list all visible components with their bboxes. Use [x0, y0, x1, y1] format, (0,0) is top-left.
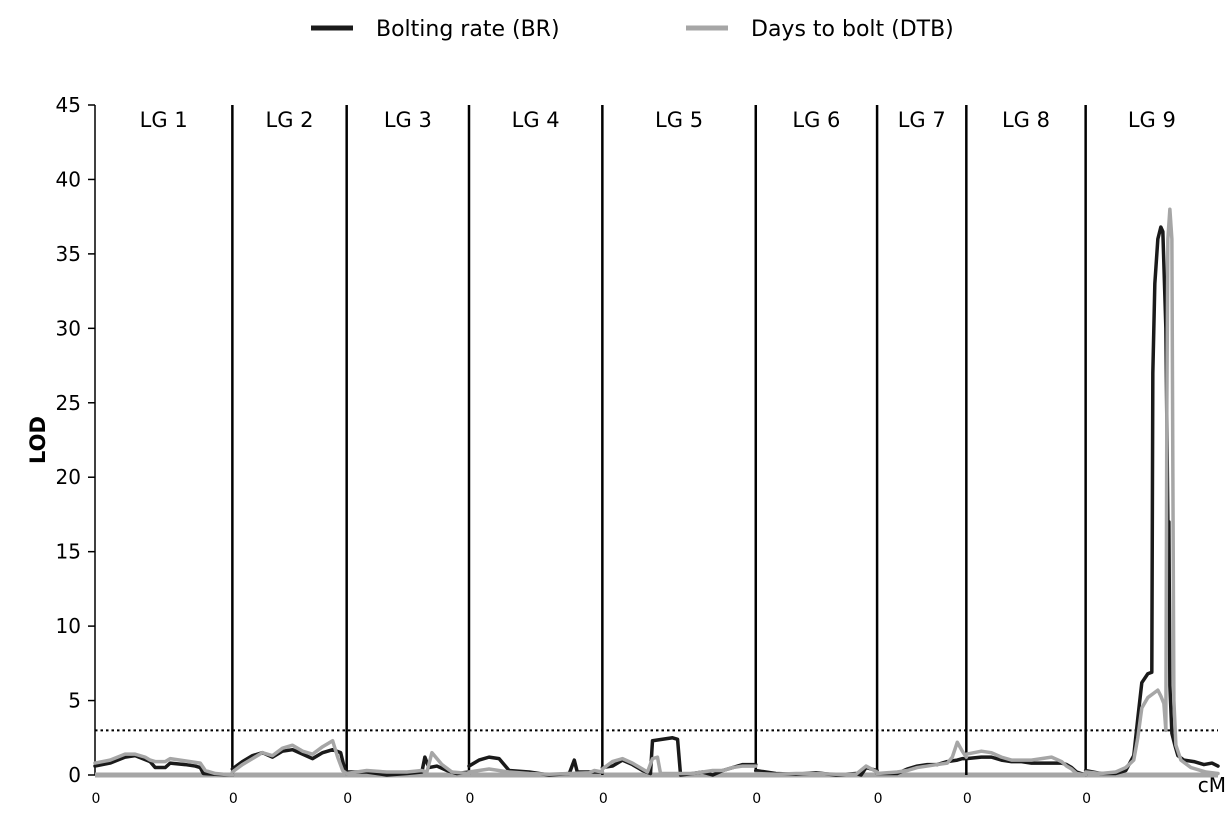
linkage-group-label: LG 9 — [1128, 108, 1176, 132]
series-line-dtb — [230, 739, 349, 776]
linkage-group-label: LG 4 — [512, 108, 560, 132]
linkage-group-label: LG 3 — [384, 108, 432, 132]
y-tick-label: 0 — [68, 763, 81, 787]
x-group-start-label: 0 — [343, 791, 352, 807]
linkage-group-label: LG 2 — [266, 108, 314, 132]
legend-label-br: Bolting rate (BR) — [376, 17, 560, 42]
linkage-group-label: LG 7 — [898, 108, 946, 132]
series-line-dtb — [93, 752, 235, 777]
y-tick-label: 35 — [56, 242, 81, 266]
series-line-br — [600, 736, 758, 777]
x-group-start-label: 0 — [963, 791, 972, 807]
linkage-group-label: LG 6 — [792, 108, 840, 132]
linkage-group-labels: LG 1 LG 2 LG 3 LG 4 LG 5 LG 6 LG 7 LG 8 LG 9 — [140, 108, 1176, 132]
linkage-group-label: LG 1 — [140, 108, 188, 132]
y-tick-label: 5 — [68, 689, 81, 713]
y-tick-label: 45 — [56, 93, 81, 117]
series-line-br — [230, 747, 349, 776]
series-line-dtb — [600, 755, 758, 776]
linkage-group-dividers — [231, 105, 1087, 775]
x-group-start-label: 0 — [1082, 791, 1091, 807]
x-group-start-label: 0 — [92, 791, 101, 807]
x-group-start-label: 0 — [874, 791, 883, 807]
series-line-br — [93, 753, 235, 777]
series-line-dtb — [467, 767, 605, 777]
series-line-dtb — [875, 740, 969, 776]
y-axis-ticks: 0 5 10 15 20 25 30 35 40 45 — [56, 93, 96, 787]
x-group-start-label: 0 — [752, 791, 761, 807]
series-line-dtb — [964, 749, 1088, 777]
x-group-start-label: 0 — [229, 791, 238, 807]
linkage-group-label: LG 5 — [655, 108, 703, 132]
legend: Bolting rate (BR) Days to bolt (DTB) — [311, 17, 954, 42]
y-tick-label: 40 — [56, 167, 81, 191]
y-tick-label: 15 — [56, 540, 81, 564]
x-group-start-label: 0 — [466, 791, 475, 807]
series-line-br — [1083, 225, 1220, 776]
y-tick-label: 20 — [56, 465, 81, 489]
linkage-group-label: LG 8 — [1002, 108, 1050, 132]
series-line-dtb — [1083, 207, 1220, 776]
y-tick-label: 25 — [56, 391, 81, 415]
y-axis-title: LOD — [26, 416, 50, 464]
y-tick-label: 10 — [56, 614, 81, 638]
x-group-start-label: 0 — [599, 791, 608, 807]
x-axis-start-labels: 0 0 0 0 0 0 0 0 0 — [92, 791, 1092, 807]
legend-label-dtb: Days to bolt (DTB) — [751, 17, 954, 42]
lod-series — [93, 207, 1220, 777]
series-line-dtb — [754, 764, 879, 777]
y-tick-label: 30 — [56, 316, 81, 340]
series-line-dtb — [344, 750, 471, 776]
